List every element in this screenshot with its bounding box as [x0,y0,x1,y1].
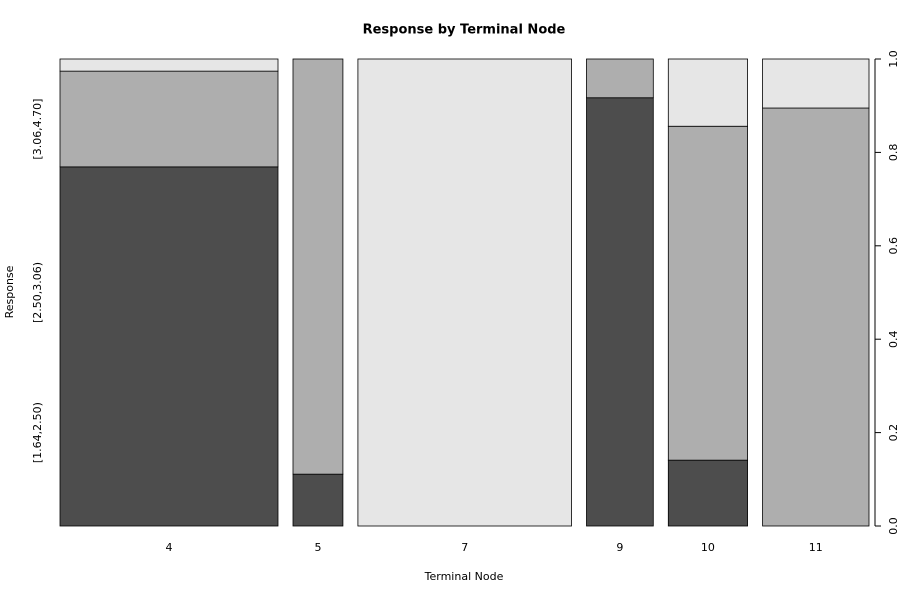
bar-segment [292,473,344,527]
y-tick-label: 0.4 [887,330,900,348]
x-tick-label: 11 [809,541,823,554]
y-tick-label: 0.8 [887,144,900,162]
x-axis-label: Terminal Node [424,570,504,583]
bar-segment [586,97,654,527]
bar-segment [586,58,654,99]
bar-segment [667,459,748,527]
bar-segment [59,58,279,72]
level-label: [1.64,2.50) [31,402,44,463]
x-tick-label: 9 [616,541,623,554]
x-tick-label: 7 [461,541,468,554]
y-tick-label: 0.0 [887,517,900,535]
y-tick-label: 0.6 [887,237,900,255]
y-axis-label: Response [3,265,16,318]
level-label: [2.50,3.06) [31,262,44,323]
bar-segment [59,166,279,527]
x-tick-label: 4 [165,541,172,554]
y-tick-label: 0.2 [887,424,900,442]
level-label: [3.06,4.70] [31,99,44,160]
bar-segment [59,70,279,168]
bar-segment [667,125,748,461]
bar-segment [762,107,870,527]
y-tick-label: 1.0 [887,50,900,68]
bar-segment [292,58,344,475]
chart-title: Response by Terminal Node [363,23,566,38]
bar-segment [357,58,572,527]
bar-segment [762,58,870,109]
x-tick-label: 5 [314,541,321,554]
x-tick-label: 10 [701,541,715,554]
bar-segment [667,58,748,127]
